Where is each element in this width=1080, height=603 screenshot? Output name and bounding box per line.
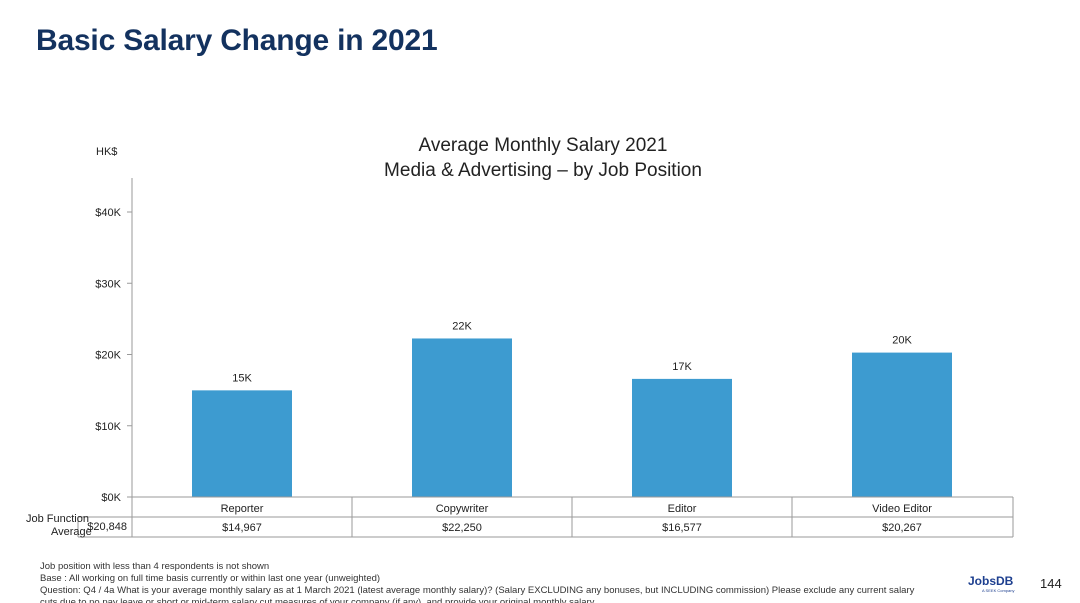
y-axis-unit-label: HK$ <box>96 146 118 158</box>
table-row-label-average: Average <box>51 526 92 538</box>
page-number: 144 <box>1040 576 1062 591</box>
footnote-question: Question: Q4 / 4a What is your average m… <box>40 585 915 596</box>
chart-title: Average Monthly Salary 2021 <box>418 135 668 156</box>
footnote-question-cont: cuts due to no pay leave or short or mid… <box>40 597 595 603</box>
x-category-label: Copywriter <box>436 503 489 515</box>
bar-editor <box>632 378 732 497</box>
table-average-value: $16,577 <box>662 522 702 534</box>
footnote-min-respondents: Job position with less than 4 respondent… <box>40 561 270 572</box>
y-tick-label: $10K <box>95 421 121 433</box>
x-category-label: Video Editor <box>872 503 932 515</box>
jobsdb-logo-sub: A SEEK Company <box>982 588 1015 593</box>
x-category-label: Editor <box>668 503 697 515</box>
y-tick-label: $20K <box>95 350 121 362</box>
bar-video-editor <box>852 352 952 497</box>
table-average-overall: $20,848 <box>87 521 127 533</box>
x-category-label: Reporter <box>221 503 264 515</box>
y-tick-label: $30K <box>95 278 121 290</box>
y-tick-label: $0K <box>101 492 121 504</box>
jobsdb-logo: JobsDB <box>968 574 1014 588</box>
data-label: 20K <box>892 335 912 347</box>
table-row-label-job-function: Job Function <box>26 513 89 525</box>
y-tick-label: $40K <box>95 207 121 219</box>
table-average-value: $14,967 <box>222 522 262 534</box>
footnote-base: Base : All working on full time basis cu… <box>40 573 381 584</box>
bar-copywriter <box>412 338 512 497</box>
data-label: 15K <box>232 372 252 384</box>
page-title: Basic Salary Change in 2021 <box>36 24 438 57</box>
table-average-value: $20,267 <box>882 522 922 534</box>
table-average-value: $22,250 <box>442 522 482 534</box>
chart-subtitle: Media & Advertising – by Job Position <box>384 160 702 181</box>
bar-reporter <box>192 390 292 497</box>
data-label: 17K <box>672 361 692 373</box>
data-label: 22K <box>452 320 472 332</box>
